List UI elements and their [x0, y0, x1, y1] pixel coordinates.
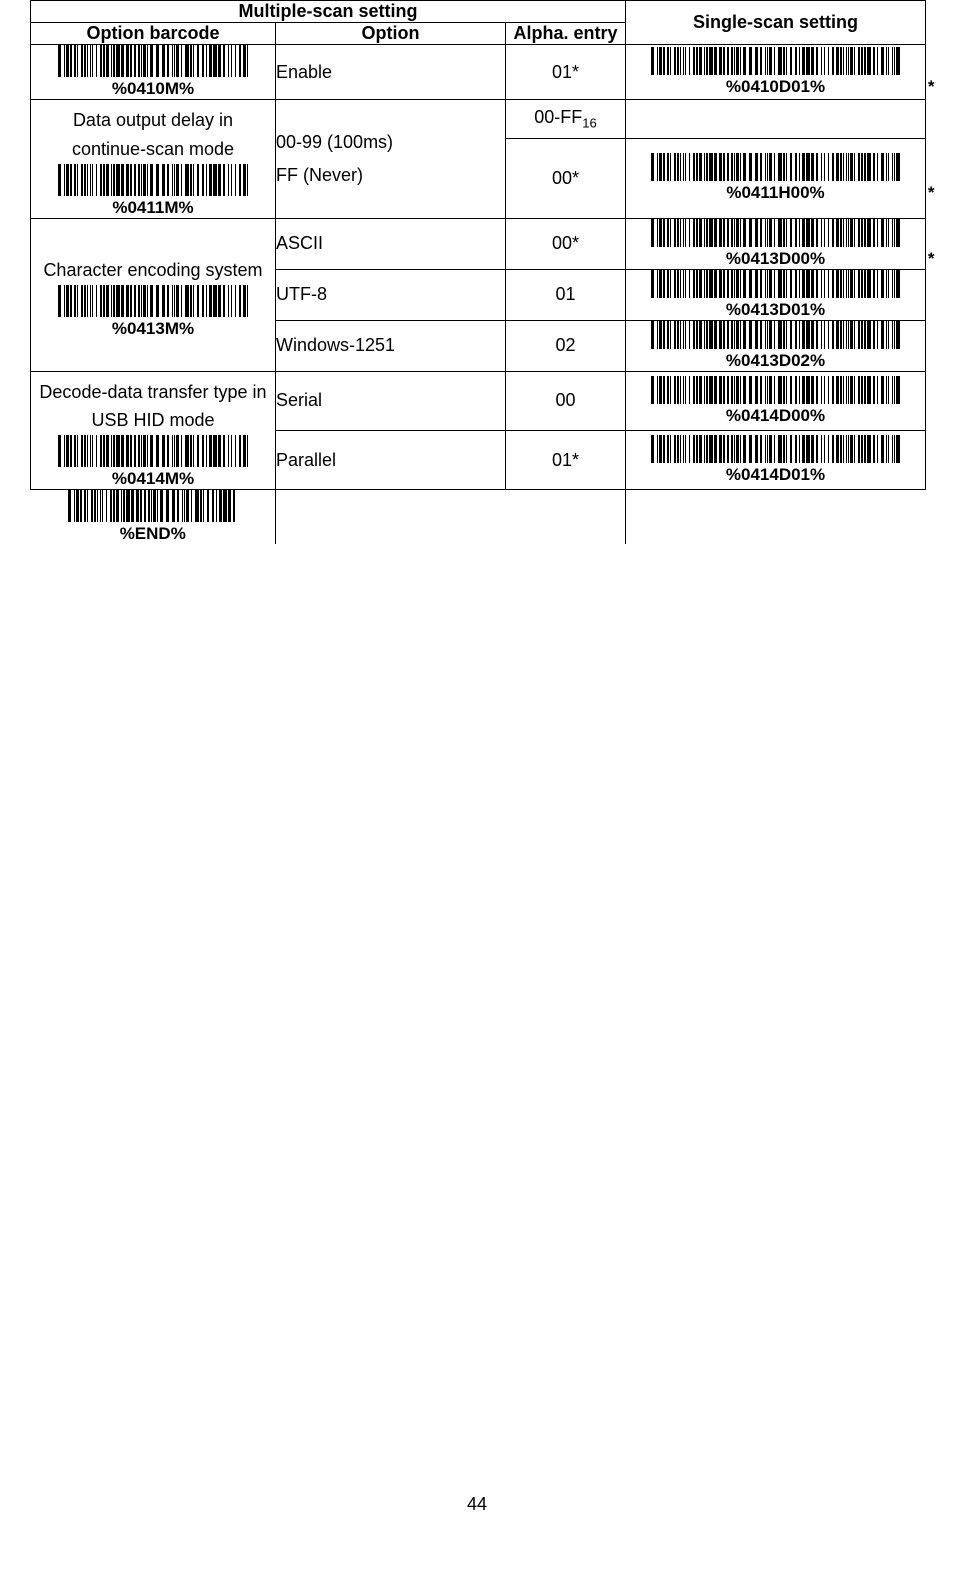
header-multiple-scan: Multiple-scan setting — [31, 1, 626, 23]
header-option: Option — [276, 23, 506, 45]
single-scan-cell: %0413D01% — [626, 269, 926, 320]
option-text: UTF-8 — [276, 269, 506, 320]
alpha-entry: 01 — [506, 269, 626, 320]
barcode-bars — [651, 376, 901, 404]
option-text: Enable — [276, 45, 506, 100]
default-star-icon: * — [928, 77, 935, 97]
barcode-bars — [651, 435, 901, 463]
barcode-caption: %0414D00% — [651, 406, 901, 426]
single-scan-cell — [626, 100, 926, 139]
option-barcode-cell: %0410M% — [31, 45, 276, 100]
barcode: %0413D00% * — [651, 219, 901, 269]
table-row: Data output delay in continue-scan mode … — [31, 100, 926, 139]
barcode-bars — [651, 219, 901, 247]
single-scan-cell: %0414D00% — [626, 371, 926, 430]
alpha-entry-value: 00-FF — [534, 107, 582, 127]
single-scan-cell: %0413D00% * — [626, 218, 926, 269]
group-label: Data output delay in continue-scan mode — [31, 100, 275, 164]
barcode-caption: %0414D01% — [651, 465, 901, 485]
header-alpha-entry: Alpha. entry — [506, 23, 626, 45]
option-barcode-cell: Data output delay in continue-scan mode … — [31, 100, 276, 219]
alpha-entry: 02 — [506, 320, 626, 371]
empty-cell — [276, 490, 506, 545]
option-text: Serial — [276, 371, 506, 430]
option-text: Parallel — [276, 430, 506, 489]
barcode: %0410M% — [58, 45, 248, 99]
table-row: %0410M% Enable 01* %0410D01% * — [31, 45, 926, 100]
alpha-entry: 00 — [506, 371, 626, 430]
end-row: %END% — [31, 490, 926, 545]
barcode-caption: %0410M% — [58, 79, 248, 99]
barcode: %0414M% — [58, 435, 248, 489]
option-barcode-cell: Character encoding system %0413M% — [31, 218, 276, 371]
option-text: ASCII — [276, 218, 506, 269]
barcode-caption: %END% — [68, 524, 238, 544]
barcode: %0411H00% * — [651, 153, 901, 203]
alpha-entry: 01* — [506, 430, 626, 489]
barcode-caption: %0411M% — [58, 198, 248, 218]
table-row: Decode-data transfer type in USB HID mod… — [31, 371, 926, 430]
barcode: %0413D02% — [651, 321, 901, 371]
header-option-barcode: Option barcode — [31, 23, 276, 45]
option-barcode-cell: Decode-data transfer type in USB HID mod… — [31, 371, 276, 490]
page-number: 44 — [0, 1494, 954, 1515]
alpha-entry: 00-FF16 — [506, 100, 626, 139]
barcode-bars — [58, 45, 248, 77]
barcode: %0411M% — [58, 164, 248, 218]
group-label: Character encoding system — [31, 250, 275, 285]
barcode-caption: %0413D02% — [651, 351, 901, 371]
end-barcode-cell: %END% — [31, 490, 276, 545]
alpha-entry: 01* — [506, 45, 626, 100]
option-text: Windows-1251 — [276, 320, 506, 371]
barcode-caption: %0414M% — [58, 469, 248, 489]
barcode: %END% — [68, 490, 238, 544]
barcode-bars — [58, 164, 248, 196]
alpha-entry: 00* — [506, 218, 626, 269]
default-star-icon: * — [928, 183, 935, 203]
alpha-entry: 00* — [506, 138, 626, 218]
default-star-icon: * — [928, 249, 935, 269]
barcode-caption: %0410D01% — [651, 77, 901, 97]
single-scan-cell: %0410D01% * — [626, 45, 926, 100]
barcode-bars — [58, 285, 248, 317]
barcode-caption: %0411H00% — [651, 183, 901, 203]
alpha-entry-sub: 16 — [582, 116, 596, 131]
option-text: 00-99 (100ms) FF (Never) — [276, 100, 506, 219]
settings-table: Multiple-scan setting Single-scan settin… — [30, 0, 926, 544]
barcode-bars — [68, 490, 238, 522]
empty-cell — [506, 490, 626, 545]
barcode-caption: %0413M% — [58, 319, 248, 339]
barcode: %0414D00% — [651, 376, 901, 426]
header-row-1: Multiple-scan setting Single-scan settin… — [31, 1, 926, 23]
group-label: Decode-data transfer type in USB HID mod… — [31, 372, 275, 436]
barcode: %0413D01% — [651, 270, 901, 320]
single-scan-cell: %0413D02% — [626, 320, 926, 371]
barcode-bars — [651, 47, 901, 75]
barcode-bars — [58, 435, 248, 467]
barcode-caption: %0413D00% — [651, 249, 901, 269]
header-single-scan: Single-scan setting — [626, 1, 926, 45]
barcode-bars — [651, 321, 901, 349]
page: Multiple-scan setting Single-scan settin… — [0, 0, 954, 1585]
barcode: %0413M% — [58, 285, 248, 339]
empty-cell — [626, 490, 926, 545]
single-scan-cell: %0411H00% * — [626, 138, 926, 218]
barcode-bars — [651, 270, 901, 298]
table-row: Character encoding system %0413M% ASCII … — [31, 218, 926, 269]
barcode: %0410D01% * — [651, 47, 901, 97]
single-scan-cell: %0414D01% — [626, 430, 926, 489]
barcode-bars — [651, 153, 901, 181]
barcode-caption: %0413D01% — [651, 300, 901, 320]
barcode: %0414D01% — [651, 435, 901, 485]
